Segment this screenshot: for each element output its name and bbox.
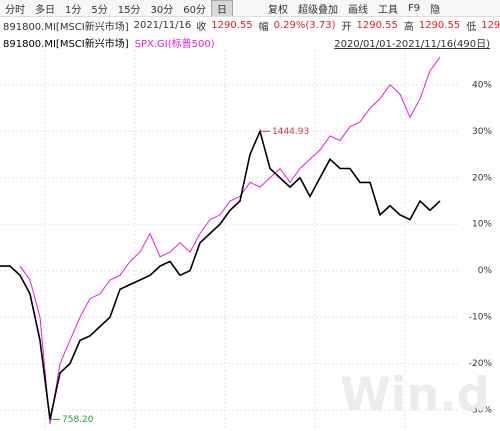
annotation: 1444.93 xyxy=(272,127,309,137)
field-label: 幅 xyxy=(258,22,269,33)
tool-button[interactable]: F9 xyxy=(407,2,421,14)
field-value: 1290.55 xyxy=(356,20,398,31)
period-button[interactable]: 1分 xyxy=(65,4,82,16)
tool-button[interactable]: 隐 xyxy=(430,4,441,16)
y-tick-label: -30% xyxy=(469,406,493,416)
period-button[interactable]: 日 xyxy=(210,0,233,16)
period-button[interactable]: 分时 xyxy=(5,4,25,16)
series-line xyxy=(19,56,441,425)
period-button[interactable]: 5分 xyxy=(91,4,108,16)
legend: 891800.MI[MSCI新兴市场] SPX.GI(标普500) 2020/01/… xyxy=(0,34,500,51)
tool-button[interactable]: 画线 xyxy=(347,4,368,16)
y-tick-label: 40% xyxy=(472,80,492,90)
y-tick-label: 10% xyxy=(472,220,492,230)
tool-button[interactable]: 超级叠加 xyxy=(297,4,338,16)
code: 891800.MI[MSCI新兴市场] xyxy=(3,22,129,33)
period-button[interactable]: 30分 xyxy=(150,4,174,16)
field-label: 收 xyxy=(196,22,207,33)
date-range: 2020/01/01-2021/11/16(490日) xyxy=(334,39,490,50)
series-line xyxy=(0,128,441,420)
y-tick-label: 30% xyxy=(472,127,492,137)
annotation: 758.20 xyxy=(62,415,94,425)
y-tick-label: 20% xyxy=(472,173,492,183)
tool-button[interactable]: 复权 xyxy=(267,4,288,16)
legend-entry: 891800.MI[MSCI新兴市场] xyxy=(3,39,129,50)
y-tick-label: -20% xyxy=(469,359,493,369)
field-label: 高 xyxy=(403,22,414,33)
field-label: 低 xyxy=(466,22,477,33)
info-line: 891800.MI[MSCI新兴市场] 2021/11/16 收 1290.55 幅 0.… xyxy=(0,17,500,34)
y-tick-label: 0% xyxy=(478,266,493,276)
field-value: 1290.55 xyxy=(211,20,253,31)
y-tick-label: -10% xyxy=(469,313,493,323)
period-button[interactable]: 多日 xyxy=(35,4,55,16)
field-value: 1290.55 xyxy=(481,20,500,31)
watermark: Win.d xyxy=(340,368,490,422)
date: 2021/11/16 xyxy=(133,20,192,31)
field-value: 1290.55 xyxy=(418,20,461,31)
legend-entry: SPX.GI(标普500) xyxy=(134,39,215,50)
field-label: 开 xyxy=(341,22,352,33)
tool-button[interactable]: 工具 xyxy=(377,4,398,16)
period-button[interactable]: 15分 xyxy=(117,4,141,16)
period-button[interactable]: 60分 xyxy=(183,4,206,16)
toolbar: 分时 多日 1分 5分 15分 30分 60分日 复权 超级叠加 画线 工具 F9 隐 xyxy=(0,0,500,17)
field-value: 0.29%(3.73) xyxy=(273,20,336,31)
